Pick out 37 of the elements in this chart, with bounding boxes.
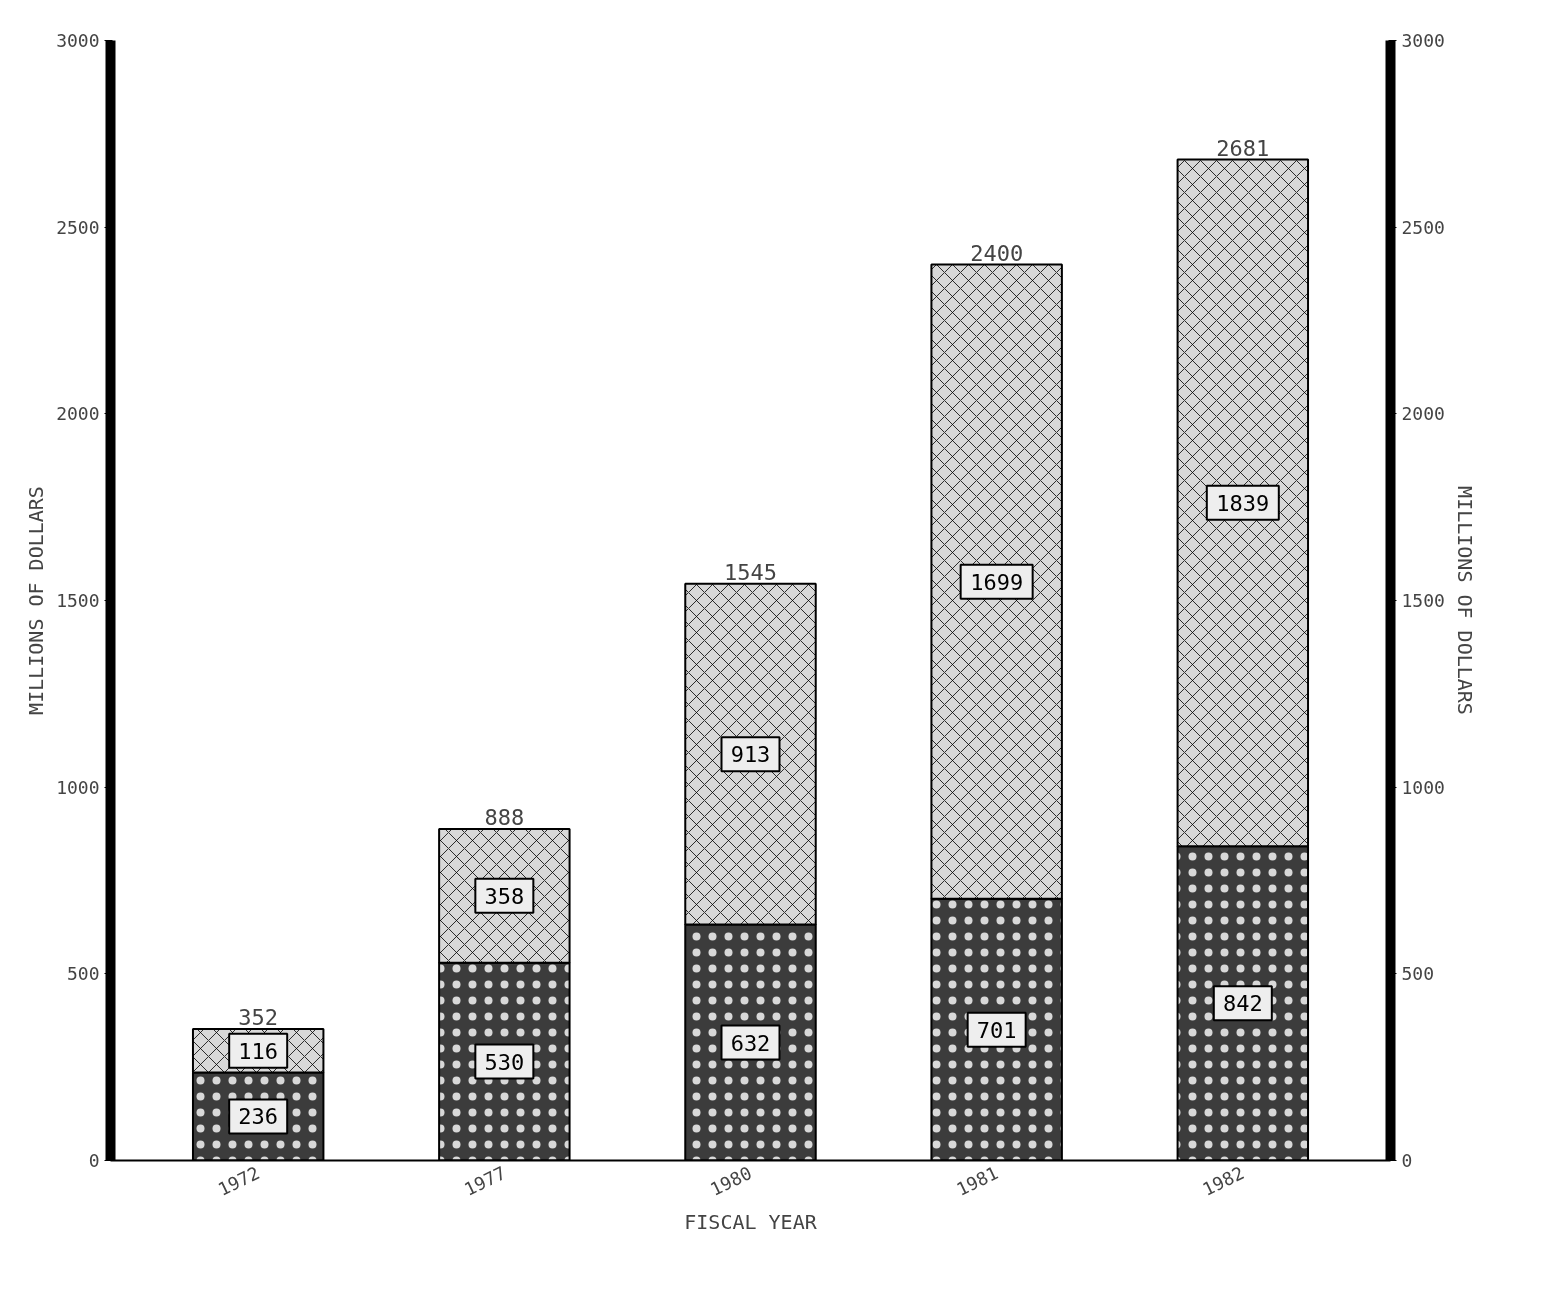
y2-tick-label: 500 bbox=[1401, 963, 1435, 985]
x-tick-label: 1977 bbox=[460, 1162, 509, 1200]
total-label: 888 bbox=[484, 804, 525, 830]
y2-tick-label: 1500 bbox=[1401, 590, 1445, 611]
data-label: 1699 bbox=[970, 569, 1024, 595]
y2-tick-label: 3000 bbox=[1401, 30, 1445, 51]
data-label: 701 bbox=[976, 1017, 1017, 1043]
data-label: 842 bbox=[1222, 991, 1263, 1017]
y-tick-label: 500 bbox=[66, 963, 100, 985]
y-tick-label: 3000 bbox=[56, 30, 100, 51]
total-label: 352 bbox=[238, 1005, 279, 1031]
y-axis-title: MILLIONS OF DOLLARS bbox=[24, 486, 49, 715]
data-label: 358 bbox=[484, 883, 525, 909]
data-label: 236 bbox=[238, 1104, 279, 1130]
x-axis-title: FISCAL YEAR bbox=[684, 1210, 818, 1235]
y-tick-label: 1500 bbox=[56, 590, 100, 611]
total-label: 1545 bbox=[724, 559, 777, 585]
data-label: 530 bbox=[484, 1049, 525, 1075]
x-tick-label: 1972 bbox=[214, 1162, 263, 1200]
y-tick-label: 2000 bbox=[56, 403, 100, 425]
total-label: 2400 bbox=[970, 240, 1024, 266]
x-tick-label: 1981 bbox=[953, 1162, 1002, 1200]
y2-tick-label: 2000 bbox=[1401, 403, 1445, 425]
y-tick-label: 0 bbox=[88, 1150, 100, 1171]
x-tick-label: 1982 bbox=[1199, 1162, 1248, 1200]
data-label: 1839 bbox=[1216, 490, 1270, 516]
y-tick-label: 2500 bbox=[56, 216, 100, 238]
data-label: 632 bbox=[730, 1030, 771, 1056]
data-label: 913 bbox=[730, 742, 771, 768]
y2-tick-label: 2500 bbox=[1401, 216, 1445, 238]
total-label: 2681 bbox=[1216, 135, 1270, 161]
y2-tick-label: 0 bbox=[1401, 1150, 1413, 1171]
y2-tick-label: 1000 bbox=[1401, 776, 1445, 798]
y-tick-label: 1000 bbox=[56, 776, 100, 798]
x-tick-label: 1980 bbox=[706, 1162, 756, 1200]
y2-axis-title: MILLIONS OF DOLLARS bbox=[1452, 486, 1477, 715]
data-label: 116 bbox=[238, 1038, 279, 1064]
